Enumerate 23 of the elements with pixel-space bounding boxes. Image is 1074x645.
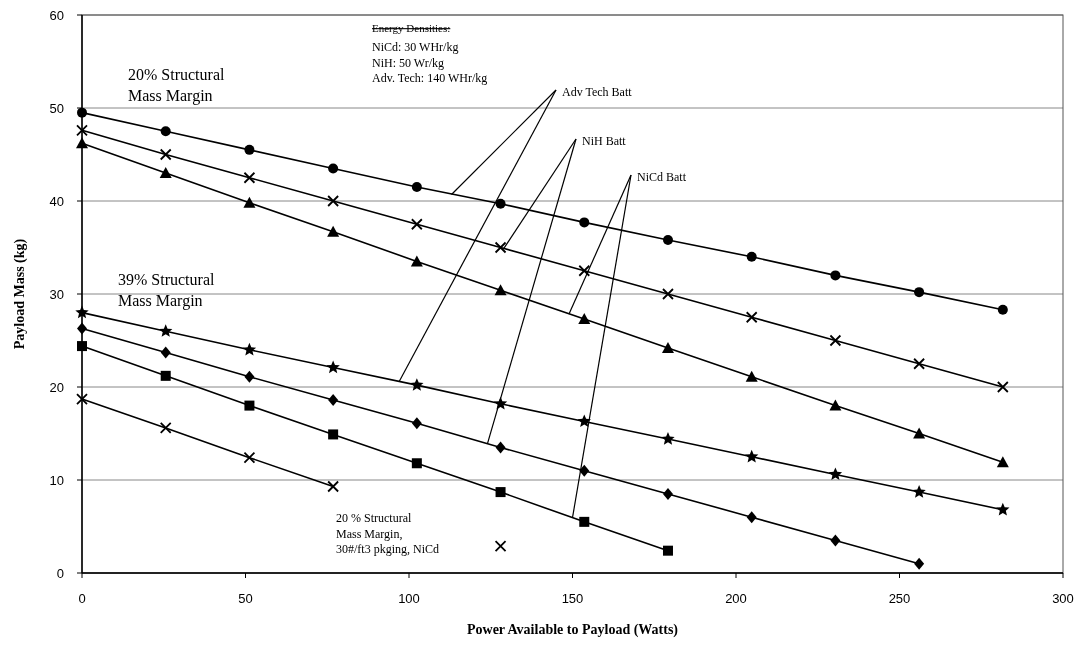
y-tick-label: 0 (56, 565, 64, 581)
y-tick-label: 60 (49, 7, 64, 23)
x-tick-label: 0 (78, 591, 86, 606)
y-tick-label: 10 (49, 472, 64, 488)
x-tick-label: 100 (398, 591, 420, 606)
annotation: NiH Batt (582, 134, 627, 148)
x-axis-title: Power Available to Payload (Watts) (466, 622, 679, 638)
annotation: 20 % Structural Mass Margin, 30#/ft3 pkging, NiCd (336, 511, 440, 557)
y-tick-label: 30 (49, 286, 64, 302)
x-tick-label: 250 (888, 591, 911, 606)
annotation: Adv Tech Batt (562, 85, 633, 99)
annotation: 39% Structural Mass Margin (118, 271, 215, 310)
annotation: NiCd Batt (637, 170, 687, 184)
x-tick-label: 200 (725, 591, 747, 606)
x-tick-label: 300 (1052, 591, 1074, 606)
y-tick-label: 20 (49, 379, 64, 395)
y-axis-title: Payload Mass (kg) (12, 238, 28, 350)
annotation: NiCd: 30 WHr/kg NiH: 50 Wr/kg Adv. Tech: 140 WHr/kg (372, 40, 488, 86)
annotation: 20% Structural Mass Margin (128, 66, 225, 105)
y-tick-label: 50 (49, 100, 64, 116)
x-tick-label: 50 (238, 591, 253, 606)
x-tick-label: 150 (561, 591, 584, 606)
y-tick-label: 40 (49, 193, 64, 209)
